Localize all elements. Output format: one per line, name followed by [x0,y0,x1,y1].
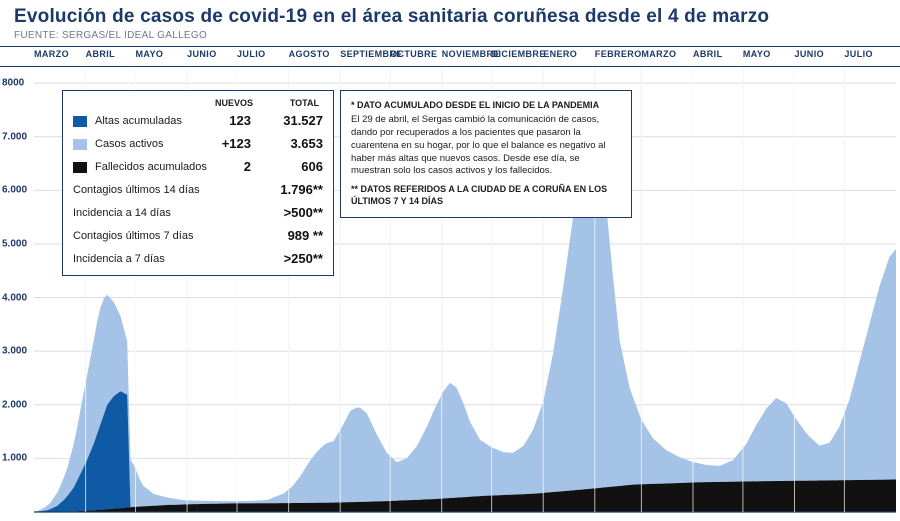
legend-label: Altas acumuladas [95,115,182,127]
y-tick-label: 3.000 [2,346,27,357]
legend-swatch [73,162,87,173]
legend-swatch [73,139,87,150]
month-label: ABRIL [693,49,723,59]
chart-title: Evolución de casos de covid-19 en el áre… [14,6,769,28]
legend-value-total: 606 [301,159,323,174]
legend-value-total: 989 ** [288,228,323,243]
legend-label: Casos activos [95,138,163,150]
legend-value-total: >250** [284,251,323,266]
y-tick-label: 7.000 [2,131,27,142]
chart-source: FUENTE: SERGAS/EL IDEAL GALLEGO [14,30,207,41]
legend-label: Incidencia a 7 días [73,253,165,265]
month-label: MAYO [743,49,771,59]
month-label: DICIEMBRE [492,49,546,59]
legend-value-total: >500** [284,205,323,220]
legend-header-nuevos: NUEVOS [215,98,253,108]
month-label: MARZO [641,49,676,59]
y-tick-label: 5.000 [2,238,27,249]
month-label: JULIO [237,49,266,59]
legend-value-nuevos: 2 [244,159,251,174]
legend-value-nuevos: 123 [229,113,251,128]
month-label: JUNIO [794,49,824,59]
month-label: JUNIO [187,49,217,59]
note-box: * DATO ACUMULADO DESDE EL INICIO DE LA P… [340,90,632,218]
y-tick-label: 8000 [2,78,24,89]
legend-value-total: 3.653 [290,136,323,151]
note-foot: ** DATOS REFERIDOS A LA CIUDAD DE A CORU… [351,183,621,207]
legend-value-nuevos: +123 [222,136,251,151]
legend-row: Contagios últimos 7 días 989 ** [73,228,323,248]
legend-header-total: TOTAL [290,98,319,108]
months-bar: MARZOABRILMAYOJUNIOJULIOAGOSTOSEPTIEMBRE… [0,48,900,66]
legend-label: Contagios últimos 14 días [73,184,200,196]
legend-box: NUEVOS TOTAL Altas acumuladas 123 31.527 Ca… [62,90,334,276]
y-tick-label: 6.000 [2,185,27,196]
month-label: MARZO [34,49,69,59]
legend-row: Fallecidos acumulados 2 606 [73,159,323,179]
legend-value-total: 1.796** [280,182,323,197]
y-tick-label: 1.000 [2,453,27,464]
month-label: AGOSTO [289,49,330,59]
legend-row: Incidencia a 14 días >500** [73,205,323,225]
legend-label: Fallecidos acumulados [95,161,207,173]
note-body: El 29 de abril, el Sergas cambió la comu… [351,114,606,176]
y-tick-label: 2.000 [2,399,27,410]
rule-top [0,46,900,47]
legend-row: Altas acumuladas 123 31.527 [73,113,323,133]
month-label: ENERO [543,49,577,59]
month-label: JULIO [844,49,873,59]
legend-swatch [73,116,87,127]
month-label: ABRIL [86,49,116,59]
legend-label: Incidencia a 14 días [73,207,171,219]
chart-container: Evolución de casos de covid-19 en el áre… [0,0,900,521]
month-label: MAYO [136,49,164,59]
y-tick-label: 4.000 [2,292,27,303]
month-label: FEBRERO [595,49,642,59]
legend-row: Contagios últimos 14 días 1.796** [73,182,323,202]
legend-row: Incidencia a 7 días >250** [73,251,323,271]
note-head: * DATO ACUMULADO DESDE EL INICIO DE LA P… [351,99,621,111]
legend-value-total: 31.527 [283,113,323,128]
legend-row: Casos activos +123 3.653 [73,136,323,156]
legend-label: Contagios últimos 7 días [73,230,193,242]
month-label: OCTUBRE [390,49,437,59]
